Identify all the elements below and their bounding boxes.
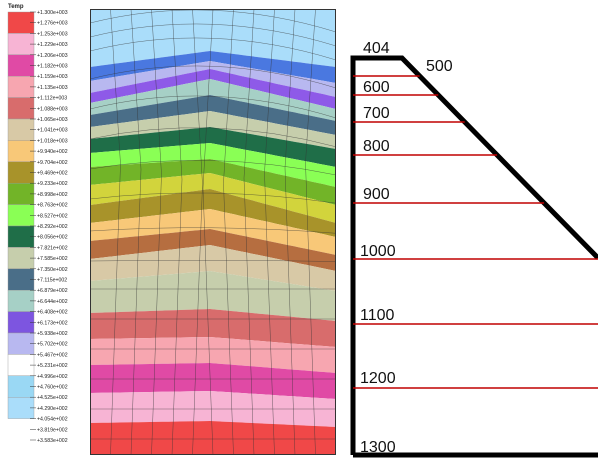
legend-label: +1.253e+003 bbox=[37, 31, 68, 37]
legend-label: +5.231e+002 bbox=[37, 363, 68, 369]
legend-label: +1.229e+003 bbox=[37, 42, 68, 48]
legend-label: +6.644e+002 bbox=[37, 299, 68, 305]
temperature-contour-plot bbox=[90, 9, 336, 455]
section-label-1100: 1100 bbox=[360, 307, 395, 324]
legend-label: +4.054e+002 bbox=[37, 417, 68, 423]
section-label-800: 800 bbox=[363, 138, 390, 155]
legend-label: +9.233e+002 bbox=[37, 181, 68, 187]
legend-label: +1.041e+003 bbox=[37, 128, 68, 134]
legend-label: +5.702e+002 bbox=[37, 342, 68, 348]
legend-label: +1.300e+003 bbox=[37, 10, 68, 16]
legend-label: +9.940e+002 bbox=[37, 149, 68, 155]
legend-label: +1.018e+003 bbox=[37, 138, 68, 144]
legend-label: +4.996e+002 bbox=[37, 374, 68, 380]
legend-label: +6.879e+002 bbox=[37, 288, 68, 294]
legend-label: +7.821e+002 bbox=[37, 245, 68, 251]
legend-label: +4.760e+002 bbox=[37, 385, 68, 391]
legend-label: +5.467e+002 bbox=[37, 352, 68, 358]
legend-label: +1.276e+003 bbox=[37, 21, 68, 27]
legend-label: +1.065e+003 bbox=[37, 117, 68, 123]
legend-label: +4.290e+002 bbox=[37, 406, 68, 412]
legend-label: +8.292e+002 bbox=[37, 224, 68, 230]
legend-label: +1.088e+003 bbox=[37, 106, 68, 112]
section-label-1000: 1000 bbox=[360, 243, 396, 260]
legend-label: +8.763e+002 bbox=[37, 203, 68, 209]
temperature-legend: Temp +1.300e+003 +1.276e+003 +1.253e+003 +1… bbox=[0, 0, 86, 459]
legend-label: +7.115e+002 bbox=[37, 278, 67, 284]
legend-label: +1.135e+003 bbox=[37, 85, 68, 91]
legend-label: +1.112e+003 bbox=[37, 96, 67, 102]
legend-label: +5.938e+002 bbox=[37, 331, 68, 337]
section-label-600: 600 bbox=[363, 79, 390, 96]
section-label-700: 700 bbox=[363, 105, 390, 122]
legend-label: +9.704e+002 bbox=[37, 160, 68, 166]
legend-label: +3.819e+002 bbox=[37, 427, 68, 433]
legend-label: +8.056e+002 bbox=[37, 235, 68, 241]
legend-label: +8.998e+002 bbox=[37, 192, 68, 198]
legend-label: +3.583e+002 bbox=[37, 438, 68, 444]
legend-label: +7.350e+002 bbox=[37, 267, 68, 273]
legend-label: +7.585e+002 bbox=[37, 256, 68, 262]
section-label-404: 404 bbox=[363, 40, 390, 57]
section-label-900: 900 bbox=[363, 186, 390, 203]
legend-label: +9.469e+002 bbox=[37, 171, 68, 177]
legend-label: +8.527e+002 bbox=[37, 213, 68, 219]
layer-section-diagram: 404 500 600 700 800 900 1000 1100 1200 1… bbox=[340, 0, 598, 459]
legend-title: Temp bbox=[8, 4, 24, 10]
legend-label: +1.182e+003 bbox=[37, 64, 68, 70]
legend-label: +1.159e+003 bbox=[37, 74, 68, 80]
legend-label: +6.408e+002 bbox=[37, 310, 68, 316]
section-label-1300: 1300 bbox=[360, 439, 396, 456]
legend-label: +6.173e+002 bbox=[37, 320, 68, 326]
section-label-1200: 1200 bbox=[360, 370, 396, 387]
legend-label: +1.206e+003 bbox=[37, 53, 68, 59]
section-label-500: 500 bbox=[426, 58, 453, 75]
legend-label: +4.525e+002 bbox=[37, 395, 68, 401]
